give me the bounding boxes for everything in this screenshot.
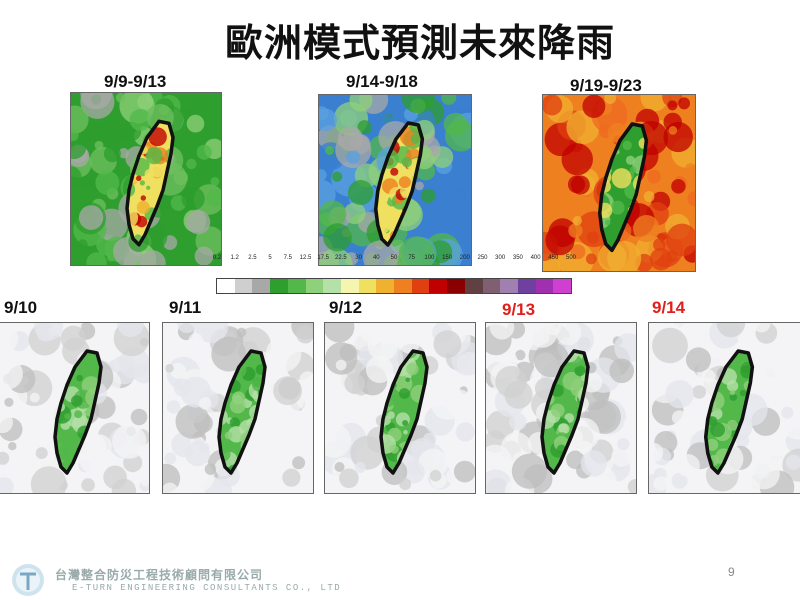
panel-label-top-3: 9/19-9/23 — [570, 76, 642, 95]
colorbar-tick-label: 50 — [390, 255, 398, 261]
rainfall-map-top-1 — [70, 92, 222, 266]
rainfall-map-bottom-4 — [485, 322, 637, 494]
colorbar-tick-label: 300 — [495, 255, 506, 261]
company-name-en: E-TURN ENGINEERING CONSULTANTS CO., LTD — [72, 583, 342, 593]
colorbar-swatch — [429, 279, 448, 293]
colorbar-tick-label: 7.5 — [283, 255, 292, 261]
colorbar-tick-label: 22.5 — [335, 255, 347, 261]
rainfall-map-bottom-4-graphic — [486, 323, 636, 493]
company-name-zh: 台灣整合防災工程技術顧問有限公司 — [55, 568, 264, 582]
colorbar-swatch — [482, 279, 501, 293]
rainfall-map-top-1-graphic — [71, 93, 221, 265]
colorbar-swatch — [553, 279, 572, 293]
colorbar-tick-label: 1.2 — [230, 255, 239, 261]
colorbar-tick-label: 350 — [512, 255, 523, 261]
rainfall-map-bottom-3 — [324, 322, 476, 494]
rainfall-map-bottom-5-graphic — [649, 323, 800, 493]
company-logo-icon — [12, 564, 44, 596]
panel-label-bottom-1: 9/10 — [4, 298, 38, 317]
rainfall-colorbar: 0.2 1.2 2.5 5 7.5 12.5 17.5 22.5 30 40 50 75 100 150 2… — [213, 255, 576, 294]
panel-label-bottom-3: 9/12 — [329, 298, 363, 317]
colorbar-tick-label: 40 — [372, 255, 380, 261]
colorbar-tick-label: 150 — [442, 255, 453, 261]
colorbar-swatch — [535, 279, 554, 293]
rainfall-map-top-2-graphic — [319, 95, 471, 265]
colorbar-swatch — [447, 279, 465, 293]
colorbar-tick-label: 2.5 — [248, 255, 257, 261]
colorbar-swatch — [305, 279, 324, 293]
colorbar-swatch — [394, 279, 412, 293]
colorbar-swatch — [500, 279, 518, 293]
colorbar-tick-label: 5 — [268, 255, 272, 261]
colorbar-tick-label: 250 — [477, 255, 488, 261]
colorbar-tick-label: 12.5 — [299, 255, 312, 261]
colorbar-tick-label: 17.5 — [317, 255, 330, 261]
colorbar-swatch — [411, 279, 430, 293]
rainfall-map-top-2 — [318, 94, 472, 266]
panel-label-top-2: 9/14-9/18 — [346, 72, 418, 91]
page-number: 9 — [728, 565, 735, 579]
colorbar-swatch — [234, 279, 253, 293]
colorbar-tick-label: 100 — [424, 255, 435, 261]
rainfall-map-top-3 — [542, 94, 696, 272]
colorbar-swatch — [252, 279, 271, 293]
rainfall-map-bottom-2 — [162, 322, 314, 494]
colorbar-swatch — [217, 279, 235, 293]
panel-label-bottom-5: 9/14 — [652, 298, 686, 317]
rainfall-map-top-3-graphic — [543, 95, 695, 271]
rainfall-map-bottom-2-graphic — [163, 323, 313, 493]
panel-label-bottom-4: 9/13 — [502, 300, 536, 319]
colorbar-swatch — [358, 279, 377, 293]
colorbar-swatch — [517, 279, 536, 293]
colorbar-swatch — [340, 279, 359, 293]
rainfall-map-bottom-5 — [648, 322, 800, 494]
colorbar-swatch — [464, 279, 483, 293]
colorbar-swatch — [287, 279, 306, 293]
panel-label-top-1: 9/9-9/13 — [104, 72, 167, 91]
rainfall-map-bottom-1 — [0, 322, 150, 494]
colorbar-tick-label: 30 — [355, 255, 362, 261]
panel-label-bottom-2: 9/11 — [169, 298, 202, 317]
colorbar-tick-label: 450 — [548, 255, 559, 261]
slide-title: 歐洲模式預測未來降雨 — [224, 21, 615, 65]
colorbar-tick-label: 500 — [565, 255, 577, 261]
rainfall-map-bottom-1-graphic — [0, 323, 149, 493]
colorbar-tick-label: 200 — [459, 255, 470, 261]
rainfall-map-bottom-3-graphic — [325, 323, 475, 493]
colorbar-tick-label: 400 — [530, 255, 541, 261]
colorbar-swatch — [323, 279, 341, 293]
colorbar-tick-label: 75 — [408, 255, 416, 261]
colorbar-tick-label: 0.2 — [212, 255, 222, 261]
colorbar-swatch — [376, 279, 395, 293]
colorbar-swatch — [270, 279, 288, 293]
